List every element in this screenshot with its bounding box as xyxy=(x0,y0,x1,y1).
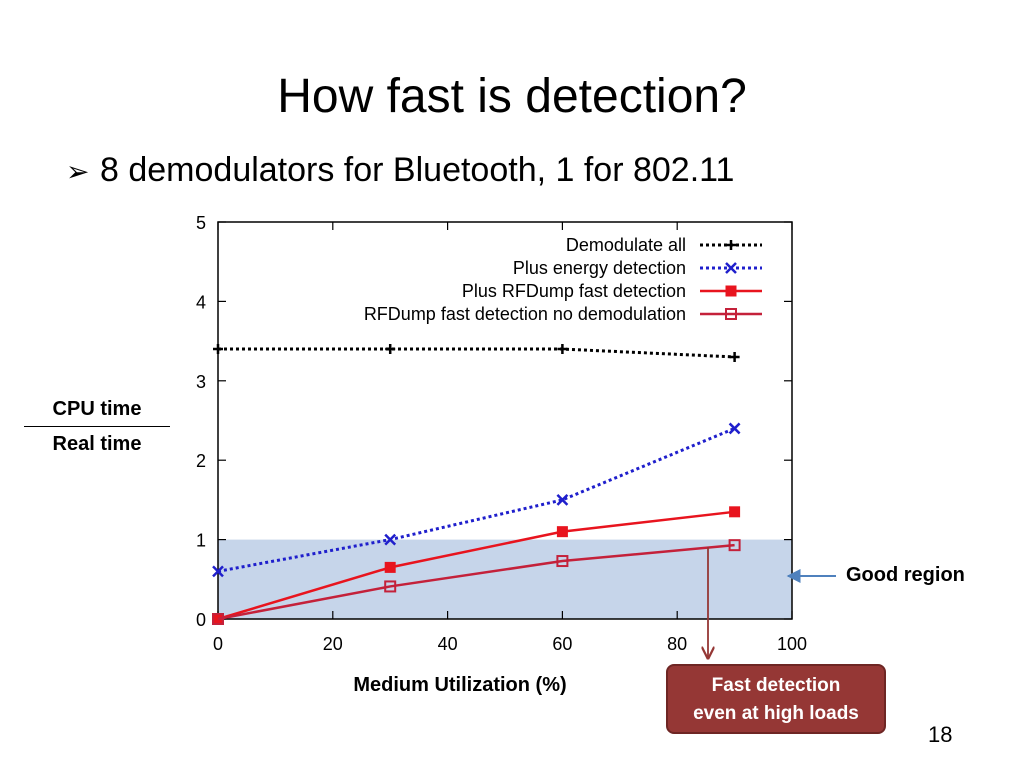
legend-label: Plus RFDump fast detection xyxy=(462,281,686,301)
data-point-plus xyxy=(213,344,223,355)
bullet-arrow-icon: ➢ xyxy=(66,156,90,187)
data-point-plus xyxy=(385,344,396,355)
y-tick-label: 2 xyxy=(196,451,206,471)
series-line xyxy=(217,543,735,621)
bullet-text: 8 demodulators for Bluetooth, 1 for 802.… xyxy=(100,151,735,189)
y-tick-label: 4 xyxy=(196,292,206,312)
page-title: How fast is detection? xyxy=(277,70,747,123)
y-axis-label-numerator: CPU time xyxy=(24,398,170,427)
data-point-open-square xyxy=(556,555,569,568)
axes: 0 20 40 60 80 100 0 1 2 3 4 5 xyxy=(196,213,807,654)
x-tick-label: 100 xyxy=(777,634,807,654)
callout-box: Fast detection even at high loads xyxy=(666,664,886,734)
data-point-open-square xyxy=(728,539,741,552)
legend-label: RFDump fast detection no demodulation xyxy=(364,304,686,324)
data-point-open-square xyxy=(725,308,737,320)
bullet-item: ➢ 8 demodulators for Bluetooth, 1 for 802… xyxy=(66,146,734,196)
series-group xyxy=(212,344,741,625)
data-point-x xyxy=(212,565,224,578)
data-point-plus xyxy=(557,344,568,355)
data-point-square xyxy=(384,561,396,573)
y-axis-label-denominator: Real time xyxy=(52,433,142,455)
x-axis-label: Medium Utilization (%) xyxy=(353,674,567,696)
good-region-band xyxy=(218,539,792,619)
series-line xyxy=(217,427,736,573)
data-point-square xyxy=(729,506,741,518)
series-1 xyxy=(213,344,740,362)
data-point-open-square xyxy=(212,613,224,625)
series-line xyxy=(217,510,735,621)
legend: Demodulate all Plus energy detection Plus … xyxy=(364,235,762,324)
x-tick-label: 40 xyxy=(438,634,458,654)
series-4 xyxy=(212,539,741,625)
good-region-label: Good region xyxy=(846,564,965,586)
y-axis-label: CPU time Real time xyxy=(24,398,170,456)
y-tick-label: 3 xyxy=(196,372,206,392)
callout-line-2: even at high loads xyxy=(693,703,859,724)
series-line xyxy=(218,347,735,359)
x-tick-label: 20 xyxy=(323,634,343,654)
callout-line-1: Fast detection xyxy=(711,675,841,696)
data-point-plus xyxy=(729,351,740,362)
series-2 xyxy=(212,422,741,578)
data-point-open-square xyxy=(384,580,397,593)
legend-label: Plus energy detection xyxy=(513,258,686,278)
legend-label: Demodulate all xyxy=(566,235,686,255)
x-tick-label: 60 xyxy=(552,634,572,654)
plot-frame xyxy=(217,221,793,620)
page-number: 18 xyxy=(928,722,953,747)
data-point-x xyxy=(728,422,741,435)
y-tick-label: 5 xyxy=(196,213,206,233)
data-point-square xyxy=(556,526,568,538)
data-point-x xyxy=(384,533,397,546)
data-point-x xyxy=(725,262,737,274)
y-tick-label: 0 xyxy=(196,610,206,630)
data-point-plus xyxy=(726,240,736,250)
data-point-square xyxy=(725,285,737,297)
x-tick-label: 80 xyxy=(667,634,687,654)
x-tick-label: 0 xyxy=(213,634,223,654)
data-point-x xyxy=(556,494,569,506)
y-tick-label: 1 xyxy=(196,531,206,551)
